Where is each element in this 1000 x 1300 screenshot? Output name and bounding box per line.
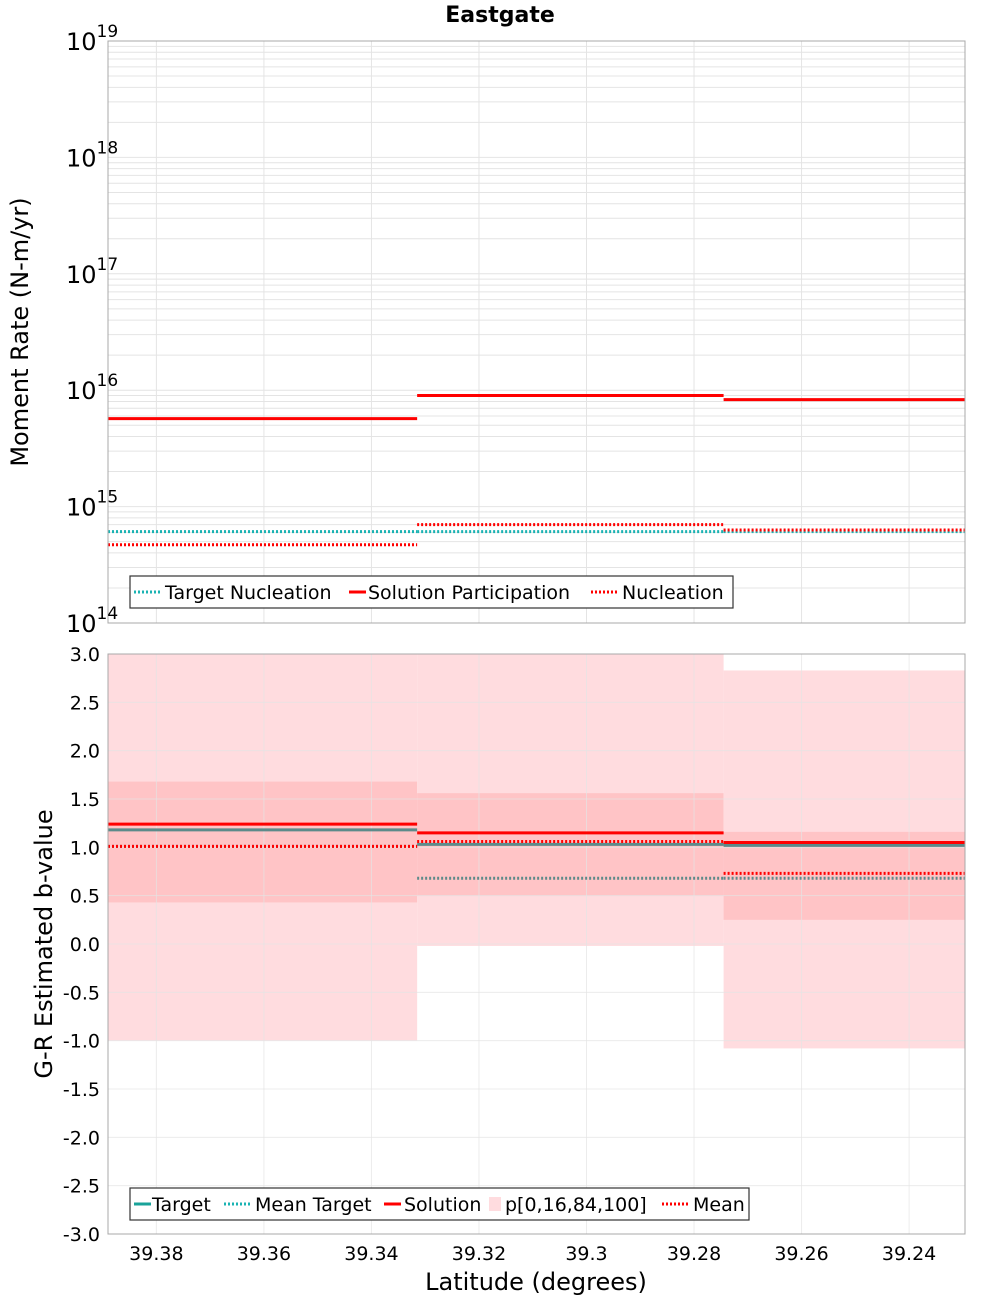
bottom-y-tick-label: 1.5 bbox=[70, 789, 100, 811]
bottom-y-tick-label: 3.0 bbox=[70, 644, 100, 666]
legend-swatch-band bbox=[489, 1197, 501, 1211]
x-tick-label: 39.34 bbox=[344, 1243, 398, 1265]
bottom-y-axis-label: G-R Estimated b-value bbox=[30, 809, 58, 1078]
bottom-legend-label-3: p[0,16,84,100] bbox=[505, 1194, 647, 1216]
bottom-y-tick-label: 0.0 bbox=[70, 934, 100, 956]
tick-base: 10 bbox=[66, 261, 97, 289]
bottom-y-tick-label: -1.5 bbox=[63, 1079, 100, 1101]
top-y-tick-label: 1016 bbox=[66, 371, 118, 405]
tick-exponent: 17 bbox=[97, 255, 119, 275]
tick-base: 10 bbox=[66, 377, 97, 405]
x-tick-label: 39.24 bbox=[882, 1243, 936, 1265]
bottom-plot-grid bbox=[108, 653, 965, 1235]
bottom-y-tick-label: -2.0 bbox=[63, 1127, 100, 1149]
bottom-plot-bands bbox=[108, 654, 965, 1049]
tick-exponent: 18 bbox=[97, 138, 119, 158]
top-legend: Target Nucleation Solution Participation N… bbox=[129, 575, 734, 609]
top-y-tick-label: 1017 bbox=[66, 255, 118, 289]
top-y-axis-label: Moment Rate (N-m/yr) bbox=[6, 197, 34, 466]
bottom-y-tick-label: 1.0 bbox=[70, 837, 100, 859]
bottom-y-tick-label: 2.5 bbox=[70, 692, 100, 714]
bottom-y-tick-label: -1.0 bbox=[63, 1031, 100, 1053]
top-legend-label-2: Nucleation bbox=[622, 582, 724, 604]
bottom-legend-label-0: Target bbox=[151, 1194, 211, 1216]
x-tick-label: 39.36 bbox=[237, 1243, 291, 1265]
bottom-y-tick-label: -3.0 bbox=[63, 1224, 100, 1246]
tick-exponent: 15 bbox=[97, 488, 119, 508]
x-tick-label: 39.26 bbox=[774, 1243, 828, 1265]
bottom-y-tick-label: -2.5 bbox=[63, 1176, 100, 1198]
x-tick-label: 39.3 bbox=[565, 1243, 607, 1265]
tick-exponent: 16 bbox=[97, 371, 119, 391]
x-axis-label: Latitude (degrees) bbox=[425, 1268, 647, 1296]
top-legend-label-1: Solution Participation bbox=[368, 582, 570, 604]
bottom-plot-frame bbox=[107, 653, 966, 1235]
top-y-tick-label: 1015 bbox=[66, 488, 118, 522]
top-plot-grid bbox=[108, 41, 965, 624]
tick-base: 10 bbox=[66, 28, 97, 56]
bottom-y-tick-label: -0.5 bbox=[63, 982, 100, 1004]
chart-title: Eastgate bbox=[445, 3, 555, 28]
bottom-y-tick-label: 0.5 bbox=[70, 886, 100, 908]
band-p16-p84-0 bbox=[108, 781, 418, 903]
x-tick-label: 39.38 bbox=[129, 1243, 183, 1265]
bottom-y-tick-labels: 3.0 2.5 2.0 1.5 1.0 0.5 0.0 -0.5 -1.0 -1.5 -2.0 -2.… bbox=[63, 644, 100, 1246]
bottom-legend-label-4: Mean bbox=[693, 1194, 745, 1216]
bottom-legend-label-2: Solution bbox=[404, 1194, 481, 1216]
bottom-legend: Target Mean Target Solution p[0,16,84,100] M… bbox=[129, 1187, 750, 1221]
tick-base: 10 bbox=[66, 494, 97, 522]
top-legend-label-0: Target Nucleation bbox=[164, 582, 332, 604]
x-tick-label: 39.32 bbox=[452, 1243, 506, 1265]
top-y-tick-label: 1018 bbox=[66, 138, 118, 172]
tick-base: 10 bbox=[66, 610, 97, 638]
tick-base: 10 bbox=[66, 144, 97, 172]
top-y-tick-label: 1019 bbox=[66, 22, 118, 56]
top-legend-box bbox=[129, 575, 734, 609]
bottom-legend-label-1: Mean Target bbox=[255, 1194, 372, 1216]
tick-exponent: 14 bbox=[97, 604, 119, 624]
x-tick-labels: 39.38 39.36 39.34 39.32 39.3 39.28 39.26 39.24 bbox=[129, 1243, 936, 1265]
bottom-y-tick-label: 2.0 bbox=[70, 741, 100, 763]
x-tick-label: 39.28 bbox=[667, 1243, 721, 1265]
top-plot-series bbox=[108, 394, 965, 547]
bottom-plot-series bbox=[108, 822, 965, 880]
tick-exponent: 19 bbox=[97, 22, 119, 42]
top-plot-frame bbox=[107, 40, 966, 624]
top-y-tick-label: 1014 bbox=[66, 604, 118, 638]
